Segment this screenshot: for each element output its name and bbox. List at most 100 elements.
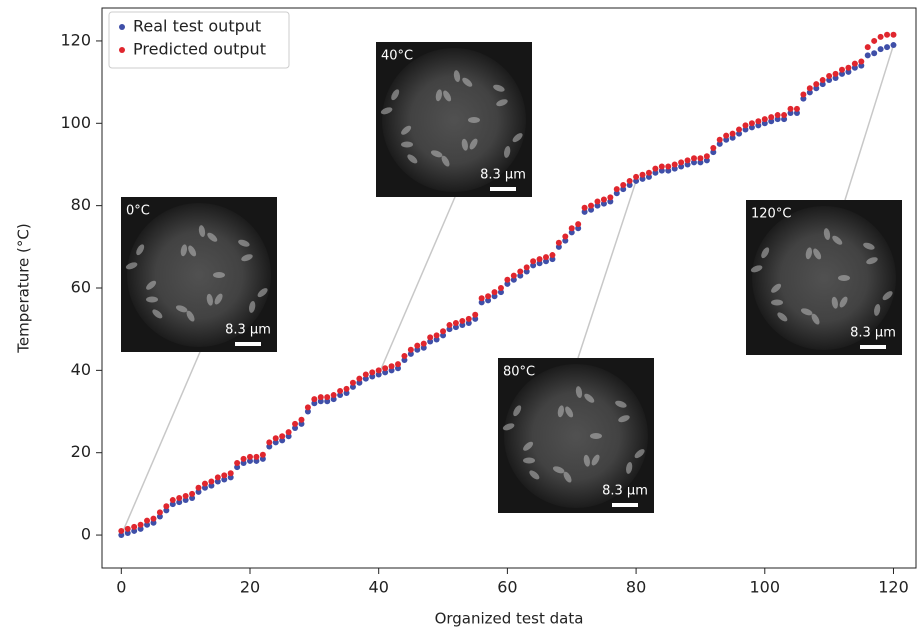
inset-lobe (461, 138, 468, 151)
point (575, 225, 582, 232)
point (362, 375, 369, 382)
inset-lobe (813, 248, 822, 260)
scale-bar (612, 503, 638, 507)
inset-lobe (771, 283, 782, 293)
inset-lobe (443, 90, 452, 102)
connector (577, 180, 637, 359)
point (497, 289, 504, 296)
y-axis-label: Temperature (°C) (15, 223, 33, 353)
connector (844, 44, 895, 201)
inset-lobe (512, 133, 523, 143)
inset-lobe (453, 70, 461, 83)
inset-lobe (198, 225, 206, 238)
point (890, 42, 897, 49)
point (472, 311, 479, 318)
point (414, 342, 421, 349)
point (266, 439, 273, 446)
inset-lobe (563, 471, 572, 483)
point (144, 517, 151, 524)
point (292, 420, 299, 427)
point (227, 474, 234, 481)
point (221, 472, 228, 479)
point (710, 145, 717, 151)
inset-lobe (634, 449, 645, 459)
inset-lobe (866, 257, 878, 265)
inset-lobe (136, 244, 145, 256)
inset-lobe (391, 89, 400, 101)
point (446, 322, 453, 329)
point (787, 105, 794, 112)
inset-lobe (152, 309, 163, 319)
inset-lobe (882, 291, 893, 301)
inset-lobe (257, 288, 268, 298)
y-tick-label: 20 (71, 442, 91, 461)
inset-lobe (441, 155, 450, 167)
point (826, 77, 833, 84)
legend-frame (108, 11, 290, 69)
point (864, 44, 871, 51)
point (137, 521, 144, 528)
point (877, 46, 884, 53)
inset-lobe (831, 296, 838, 309)
inset-label: 120°C (751, 207, 791, 222)
point (607, 198, 614, 205)
inset-speckle (382, 48, 526, 192)
point (337, 387, 344, 394)
point (543, 254, 549, 261)
point (407, 350, 414, 357)
point (588, 206, 595, 213)
inset-image: 80°C 8.3 μm (498, 358, 654, 513)
inset-lobe (583, 454, 590, 467)
point (247, 457, 253, 464)
inset-lobe (186, 310, 195, 322)
point (189, 490, 196, 497)
point (150, 519, 157, 526)
point (247, 453, 253, 460)
point (182, 497, 189, 504)
point (819, 77, 826, 84)
point (124, 525, 131, 532)
point (234, 460, 241, 466)
point (163, 503, 170, 510)
legend: Real test output Predicted output (108, 11, 290, 69)
point (626, 182, 633, 189)
inset-lobe (504, 145, 511, 158)
point (813, 85, 820, 92)
point (748, 124, 755, 131)
point (510, 272, 517, 279)
point (581, 204, 588, 211)
point (800, 95, 807, 102)
point (723, 136, 730, 143)
point (607, 194, 614, 201)
inset-lobe (513, 405, 522, 417)
inset-lobe (557, 405, 565, 418)
point (626, 177, 633, 184)
inset-lobe (214, 293, 223, 305)
inset-lobe (615, 400, 627, 408)
point (272, 439, 279, 446)
inset-lobe (750, 265, 763, 273)
point (871, 37, 878, 44)
inset-lobe (249, 300, 256, 313)
point (633, 177, 640, 184)
point (523, 268, 530, 275)
point (543, 258, 549, 265)
inset-image: 40°C 8.3 μm (376, 42, 532, 197)
point (279, 433, 286, 440)
point (292, 425, 299, 431)
inset-lobe (435, 89, 443, 102)
point (491, 293, 498, 300)
point (645, 173, 652, 180)
inset-lobe (469, 138, 478, 150)
inset-lobe (241, 254, 253, 262)
inset-lobe (502, 423, 515, 431)
point (298, 420, 305, 427)
point (658, 163, 665, 170)
point (691, 155, 697, 162)
inset-speckle (752, 206, 896, 350)
inset-lobe (146, 296, 159, 303)
point (317, 394, 324, 401)
point (761, 120, 768, 127)
point (324, 398, 331, 405)
point (259, 451, 266, 458)
